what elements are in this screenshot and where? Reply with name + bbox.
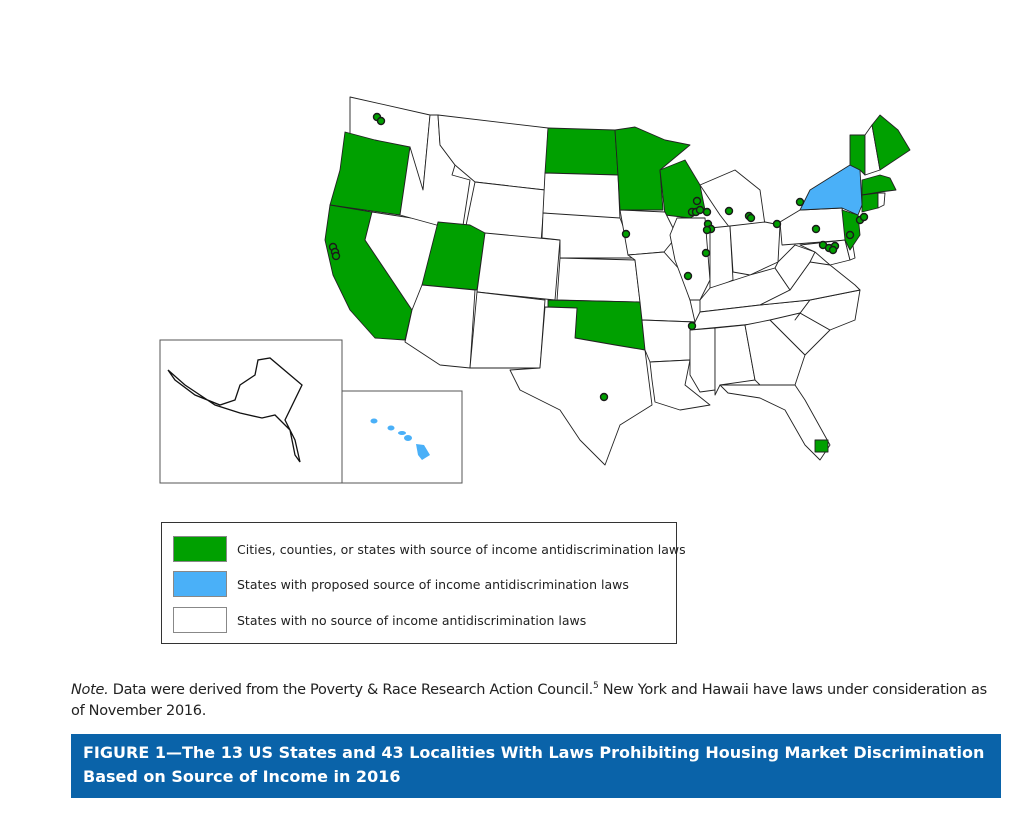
legend-item-none: States with no source of income antidisc… (173, 606, 586, 634)
state-massachusetts (861, 174, 897, 196)
caption-line-1: FIGURE 1—The 13 US States and 43 Localit… (83, 743, 985, 762)
legend-label: States with proposed source of income an… (237, 576, 629, 592)
florida-locality (814, 439, 829, 453)
us-map (159, 96, 911, 484)
state-north-dakota (544, 127, 619, 176)
state-indiana (709, 225, 734, 291)
map-legend: Cities, counties, or states with source … (161, 522, 686, 644)
figure-note: Note. Data were derived from the Poverty… (71, 676, 1001, 722)
state-florida (719, 384, 831, 461)
note-label: Note. (71, 681, 109, 698)
legend-label: Cities, counties, or states with source … (237, 541, 686, 557)
alaska-inset (159, 339, 343, 484)
state-arizona (404, 284, 476, 369)
state-ohio (729, 221, 781, 276)
state-kansas (556, 257, 641, 303)
state-rhode-island (877, 192, 886, 209)
state-new-mexico (469, 291, 546, 369)
legend-swatch-white (173, 607, 227, 633)
legend-swatch-green (173, 536, 227, 562)
footnote-ref: 5 (592, 681, 599, 691)
state-vermont (849, 134, 866, 176)
legend-item-proposed: States with proposed source of income an… (173, 570, 629, 598)
state-oregon (329, 131, 411, 216)
state-alabama (714, 324, 756, 396)
state-texas (509, 306, 653, 466)
state-colorado (476, 232, 561, 301)
state-arkansas (641, 319, 696, 363)
state-maine (871, 114, 911, 171)
state-south-dakota (542, 172, 621, 221)
state-mississippi (689, 327, 716, 393)
legend-swatch-blue (173, 571, 227, 597)
state-michigan (699, 169, 766, 229)
legend-label: States with no source of income antidisc… (237, 612, 587, 628)
caption-line-2: Based on Source of Income in 2016 (83, 767, 401, 786)
state-louisiana (649, 359, 711, 411)
legend-item-law: Cities, counties, or states with source … (173, 535, 686, 563)
state-iowa (619, 209, 678, 256)
figure-caption: FIGURE 1—The 13 US States and 43 Localit… (71, 734, 1001, 798)
state-west-virginia (774, 244, 816, 291)
note-text: Data were derived from the Poverty & Rac… (108, 681, 594, 698)
hawaii-inset (341, 390, 463, 484)
state-new-york (799, 164, 863, 216)
note-text-2: New York and Hawaii have laws under cons… (71, 681, 987, 719)
state-connecticut (861, 192, 879, 213)
